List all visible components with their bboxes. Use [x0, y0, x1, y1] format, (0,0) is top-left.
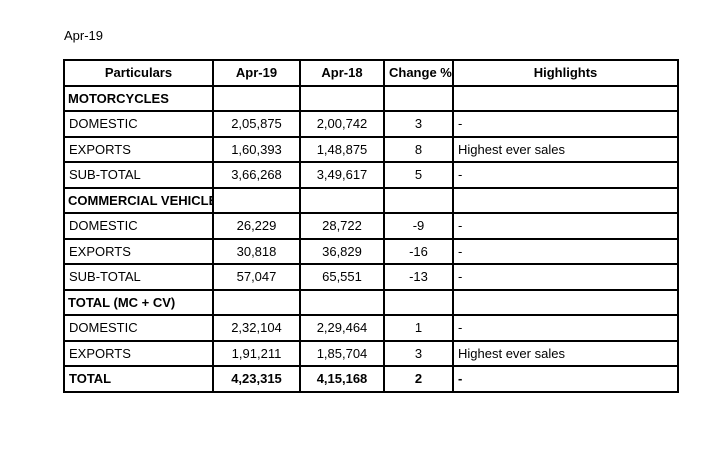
- row-commercial-vehicles-section: COMMERCIAL VEHICLES: [63, 186, 679, 214]
- cell-particulars: EXPORTS: [63, 135, 214, 163]
- cell-particulars: DOMESTIC: [63, 110, 214, 138]
- cell-change: -16: [383, 237, 454, 265]
- cell-apr19: [212, 186, 301, 214]
- cell-apr18: [299, 288, 385, 316]
- column-header-highlights: Highlights: [452, 59, 679, 87]
- cell-apr19: 1,60,393: [212, 135, 301, 163]
- cell-apr19: 3,66,268: [212, 161, 301, 189]
- cell-apr19: 2,05,875: [212, 110, 301, 138]
- cell-apr19: [212, 288, 301, 316]
- cell-particulars: DOMESTIC: [63, 314, 214, 342]
- cell-particulars: TOTAL (MC + CV): [63, 288, 214, 316]
- row-cv-subtotal: SUB-TOTAL 57,047 65,551 -13 -: [63, 263, 679, 291]
- cell-apr18: 28,722: [299, 212, 385, 240]
- cell-highlights: -: [452, 237, 679, 265]
- cell-apr18: 3,49,617: [299, 161, 385, 189]
- cell-change: 2: [383, 365, 454, 393]
- row-motorcycles-section: MOTORCYCLES: [63, 84, 679, 112]
- cell-apr18: 65,551: [299, 263, 385, 291]
- row-total-mc-cv-section: TOTAL (MC + CV): [63, 288, 679, 316]
- cell-change: -9: [383, 212, 454, 240]
- row-total-exports: EXPORTS 1,91,211 1,85,704 3 Highest ever…: [63, 339, 679, 367]
- cell-apr18: 36,829: [299, 237, 385, 265]
- cell-highlights: [452, 186, 679, 214]
- cell-highlights: -: [452, 263, 679, 291]
- column-header-apr19: Apr-19: [212, 59, 301, 87]
- cell-change: 3: [383, 110, 454, 138]
- cell-highlights: -: [452, 314, 679, 342]
- table-header-row: Particulars Apr-19 Apr-18 Change % Highl…: [63, 59, 679, 87]
- cell-change: 3: [383, 339, 454, 367]
- cell-apr18: 4,15,168: [299, 365, 385, 393]
- column-header-particulars: Particulars: [63, 59, 214, 87]
- cell-particulars: SUB-TOTAL: [63, 161, 214, 189]
- cell-highlights: -: [452, 161, 679, 189]
- cell-apr19: 26,229: [212, 212, 301, 240]
- cell-change: 5: [383, 161, 454, 189]
- cell-highlights: Highest ever sales: [452, 339, 679, 367]
- cell-apr19: 30,818: [212, 237, 301, 265]
- cell-highlights: [452, 84, 679, 112]
- page-title: Apr-19: [64, 28, 104, 43]
- cell-highlights: Highest ever sales: [452, 135, 679, 163]
- cell-change: 8: [383, 135, 454, 163]
- cell-apr19: 1,91,211: [212, 339, 301, 367]
- cell-change: [383, 288, 454, 316]
- cell-highlights: -: [452, 110, 679, 138]
- cell-apr19: [212, 84, 301, 112]
- cell-highlights: -: [452, 212, 679, 240]
- cell-apr18: 2,00,742: [299, 110, 385, 138]
- cell-particulars: EXPORTS: [63, 339, 214, 367]
- cell-apr18: 2,29,464: [299, 314, 385, 342]
- cell-apr19: 4,23,315: [212, 365, 301, 393]
- cell-apr19: 2,32,104: [212, 314, 301, 342]
- cell-particulars: DOMESTIC: [63, 212, 214, 240]
- cell-particulars: EXPORTS: [63, 237, 214, 265]
- row-cv-exports: EXPORTS 30,818 36,829 -16 -: [63, 237, 679, 265]
- cell-change: -13: [383, 263, 454, 291]
- sales-summary-table: Particulars Apr-19 Apr-18 Change % Highl…: [63, 59, 679, 393]
- cell-apr18: [299, 84, 385, 112]
- cell-change: 1: [383, 314, 454, 342]
- row-mc-domestic: DOMESTIC 2,05,875 2,00,742 3 -: [63, 110, 679, 138]
- column-header-apr18: Apr-18: [299, 59, 385, 87]
- cell-particulars: MOTORCYCLES: [63, 84, 214, 112]
- row-total-domestic: DOMESTIC 2,32,104 2,29,464 1 -: [63, 314, 679, 342]
- row-mc-exports: EXPORTS 1,60,393 1,48,875 8 Highest ever…: [63, 135, 679, 163]
- cell-apr18: 1,48,875: [299, 135, 385, 163]
- cell-highlights: -: [452, 365, 679, 393]
- cell-apr18: [299, 186, 385, 214]
- cell-highlights: [452, 288, 679, 316]
- cell-particulars: TOTAL: [63, 365, 214, 393]
- cell-particulars: SUB-TOTAL: [63, 263, 214, 291]
- row-mc-subtotal: SUB-TOTAL 3,66,268 3,49,617 5 -: [63, 161, 679, 189]
- cell-change: [383, 84, 454, 112]
- row-grand-total: TOTAL 4,23,315 4,15,168 2 -: [63, 365, 679, 393]
- column-header-change: Change %: [383, 59, 454, 87]
- cell-particulars: COMMERCIAL VEHICLES: [63, 186, 214, 214]
- cell-apr18: 1,85,704: [299, 339, 385, 367]
- cell-apr19: 57,047: [212, 263, 301, 291]
- row-cv-domestic: DOMESTIC 26,229 28,722 -9 -: [63, 212, 679, 240]
- cell-change: [383, 186, 454, 214]
